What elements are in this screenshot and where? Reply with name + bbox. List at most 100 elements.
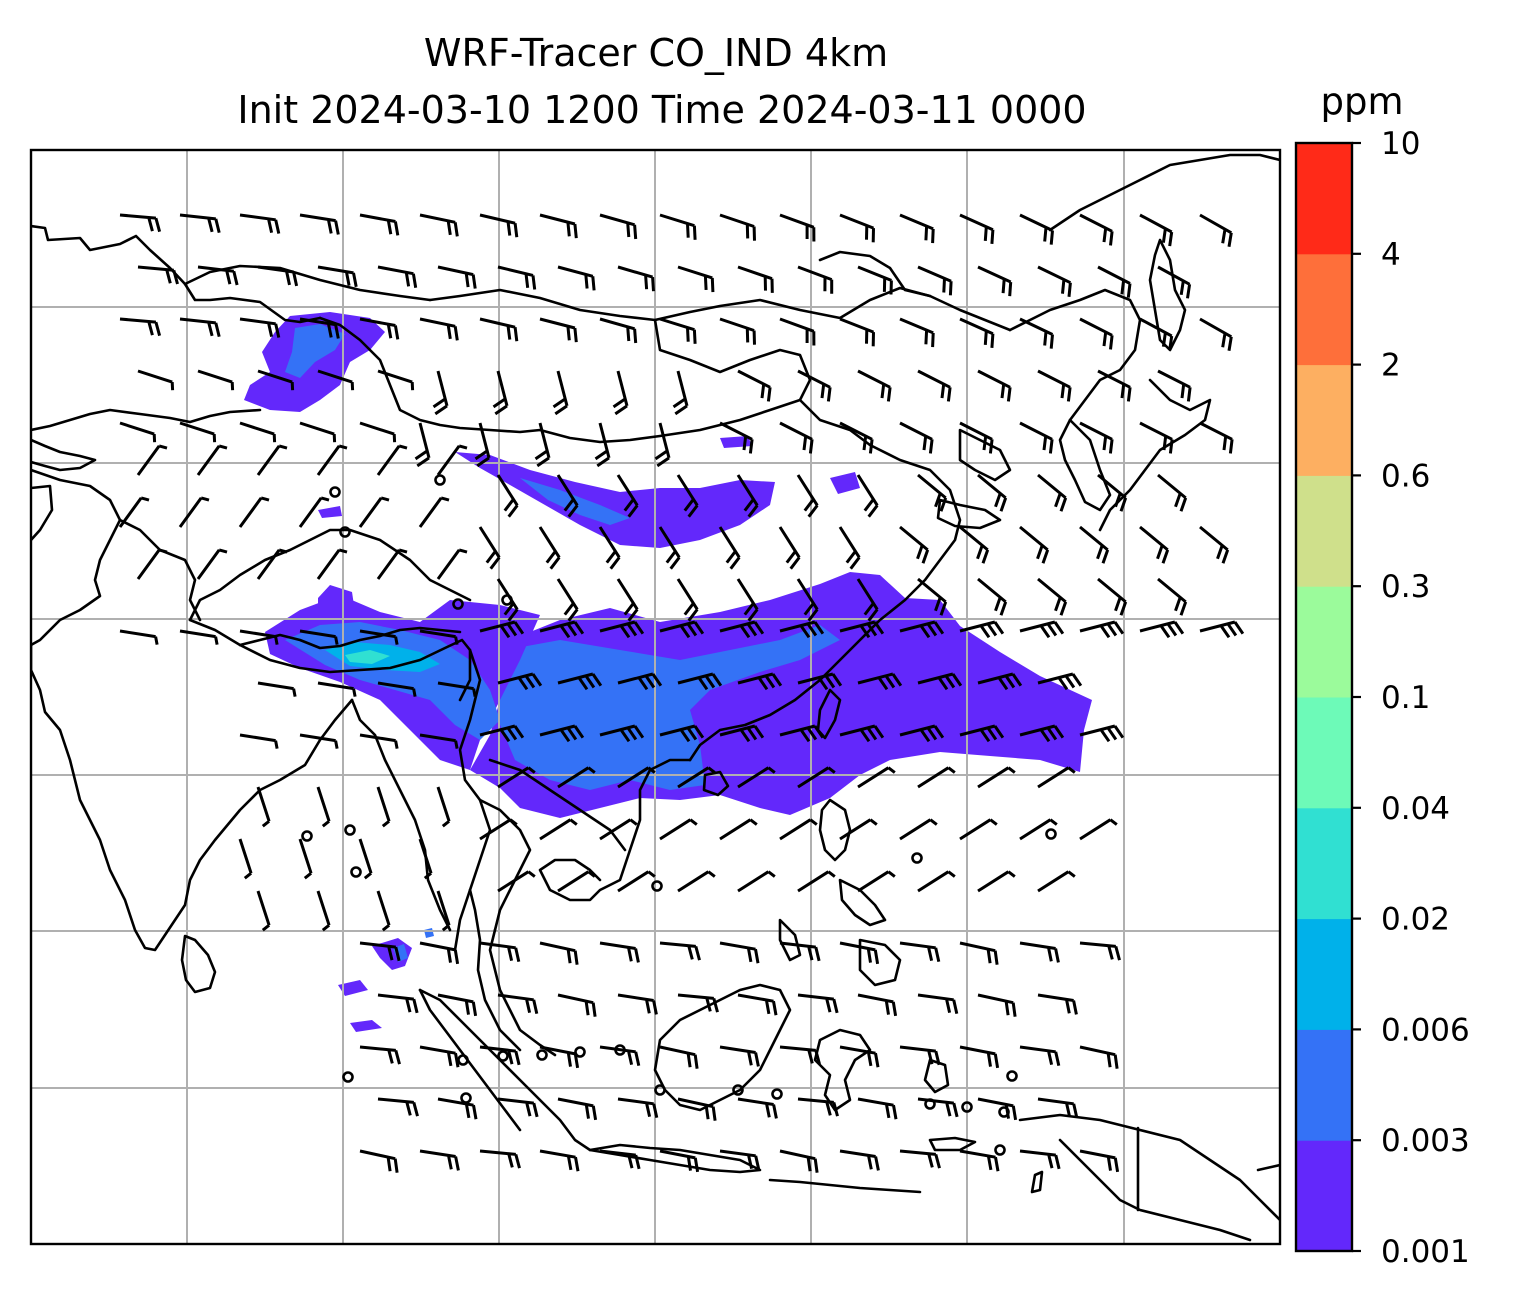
wind-barb <box>539 818 578 841</box>
wind-barb <box>839 317 875 347</box>
wind-barb <box>136 444 168 476</box>
wind-barb <box>977 672 1023 691</box>
wind-barb <box>376 890 391 932</box>
wind-barb <box>257 681 297 697</box>
wind-barb <box>377 681 417 697</box>
wind-barbs <box>118 213 1245 1173</box>
plume-andaman-3 <box>338 980 368 996</box>
wind-barb <box>196 444 228 476</box>
wind-barb <box>857 993 898 1017</box>
wind-barb <box>617 1097 659 1119</box>
colorbar-ticks: 0.001 0.003 0.006 0.02 0.04 0.1 0.3 0.6 2 4 10 <box>1352 126 1470 1270</box>
wind-barb <box>658 526 681 570</box>
wind-barb <box>1019 213 1054 245</box>
colorbar-swatch <box>1296 143 1352 255</box>
wind-barb <box>839 620 885 639</box>
wind-barb <box>298 838 313 880</box>
border-kazakh <box>183 264 432 302</box>
plume-west-patch <box>318 506 342 518</box>
wind-barb <box>797 369 832 402</box>
wind-barb <box>659 941 701 961</box>
wind-barb <box>359 629 399 645</box>
border-tibet-north <box>188 528 472 622</box>
border-thailand <box>478 798 532 932</box>
wind-barb <box>719 1149 761 1171</box>
wind-barb <box>677 265 715 293</box>
wind-barb <box>238 838 253 880</box>
wind-barb <box>479 724 525 743</box>
wind-barb <box>1019 724 1065 743</box>
wind-barb <box>677 870 716 893</box>
colorbar-unit: ppm <box>1320 80 1403 123</box>
wind-barb <box>1199 620 1245 639</box>
wind-barb <box>719 818 758 841</box>
wind-barb <box>857 369 892 402</box>
wind-barb <box>857 1097 898 1120</box>
map-title-line2: Init 2024-03-10 1200 Time 2024-03-11 000… <box>237 88 1086 132</box>
wind-barb <box>796 578 819 622</box>
plume-andaman-4 <box>350 1020 382 1032</box>
colorbar-tick-label: 0.02 <box>1381 902 1450 938</box>
wind-barb <box>617 870 656 893</box>
wind-barb <box>437 1097 478 1120</box>
colorbar-tick-label: 0.3 <box>1381 569 1430 605</box>
wind-barb <box>838 526 861 570</box>
wind-barb <box>977 577 1008 616</box>
wind-barb <box>779 724 825 743</box>
wind-barb <box>977 473 1008 512</box>
coast-philippines-mindanao <box>858 938 902 987</box>
wind-barb <box>1019 1045 1061 1067</box>
wind-barb <box>538 526 561 570</box>
calm-wind-marker <box>350 866 362 878</box>
wind-barb <box>436 890 451 932</box>
wind-barb <box>497 672 543 691</box>
wind-barb <box>479 213 519 238</box>
wind-barb <box>599 620 645 639</box>
wind-barb <box>299 213 340 235</box>
wind-barb <box>1019 1149 1061 1170</box>
coast-philippines-visayas <box>838 878 887 927</box>
calm-wind-marker <box>574 1046 586 1058</box>
wind-barb <box>779 317 816 346</box>
calm-wind-marker <box>994 1144 1006 1156</box>
border-laos-vietnam <box>488 758 627 852</box>
wind-barb <box>599 213 638 240</box>
wind-barb <box>419 1149 460 1171</box>
wind-barb <box>659 1045 699 1069</box>
wind-barb <box>436 786 451 828</box>
calm-wind-marker <box>732 1084 744 1096</box>
coast-arabian-west <box>31 408 262 432</box>
wind-barb <box>377 265 418 288</box>
wind-barb <box>239 421 277 443</box>
wind-barb <box>256 890 271 932</box>
calm-wind-marker <box>452 598 464 610</box>
colorbar-tick-label: 0.006 <box>1381 1012 1470 1048</box>
map-panel <box>29 148 1282 1246</box>
calm-wind-marker <box>911 852 923 864</box>
wind-barb <box>539 1045 580 1069</box>
wind-barb <box>737 870 776 893</box>
coast-lesser-sunda <box>768 1178 922 1194</box>
coast-small-island <box>1030 1170 1044 1194</box>
wind-barb <box>917 577 948 616</box>
wind-barb <box>238 496 270 528</box>
wind-barb <box>256 786 271 828</box>
wind-barb <box>316 444 348 476</box>
wind-barb <box>612 370 629 416</box>
wind-barb <box>1079 941 1121 961</box>
coast-new-guinea-south <box>1058 1138 1252 1242</box>
wind-barb <box>436 444 468 476</box>
wind-barb <box>317 369 355 391</box>
colorbar-tick-label: 4 <box>1381 237 1401 273</box>
wind-barb <box>539 213 578 239</box>
wind-barb <box>437 681 477 697</box>
wind-barb <box>899 1045 941 1066</box>
wind-barb <box>617 265 655 292</box>
wind-barb <box>197 265 239 286</box>
wind-barb <box>257 265 299 287</box>
wind-barb <box>539 620 585 639</box>
wind-barb <box>917 870 956 893</box>
lat-lon-gridlines <box>31 150 1280 1244</box>
wind-barb <box>479 1045 521 1066</box>
